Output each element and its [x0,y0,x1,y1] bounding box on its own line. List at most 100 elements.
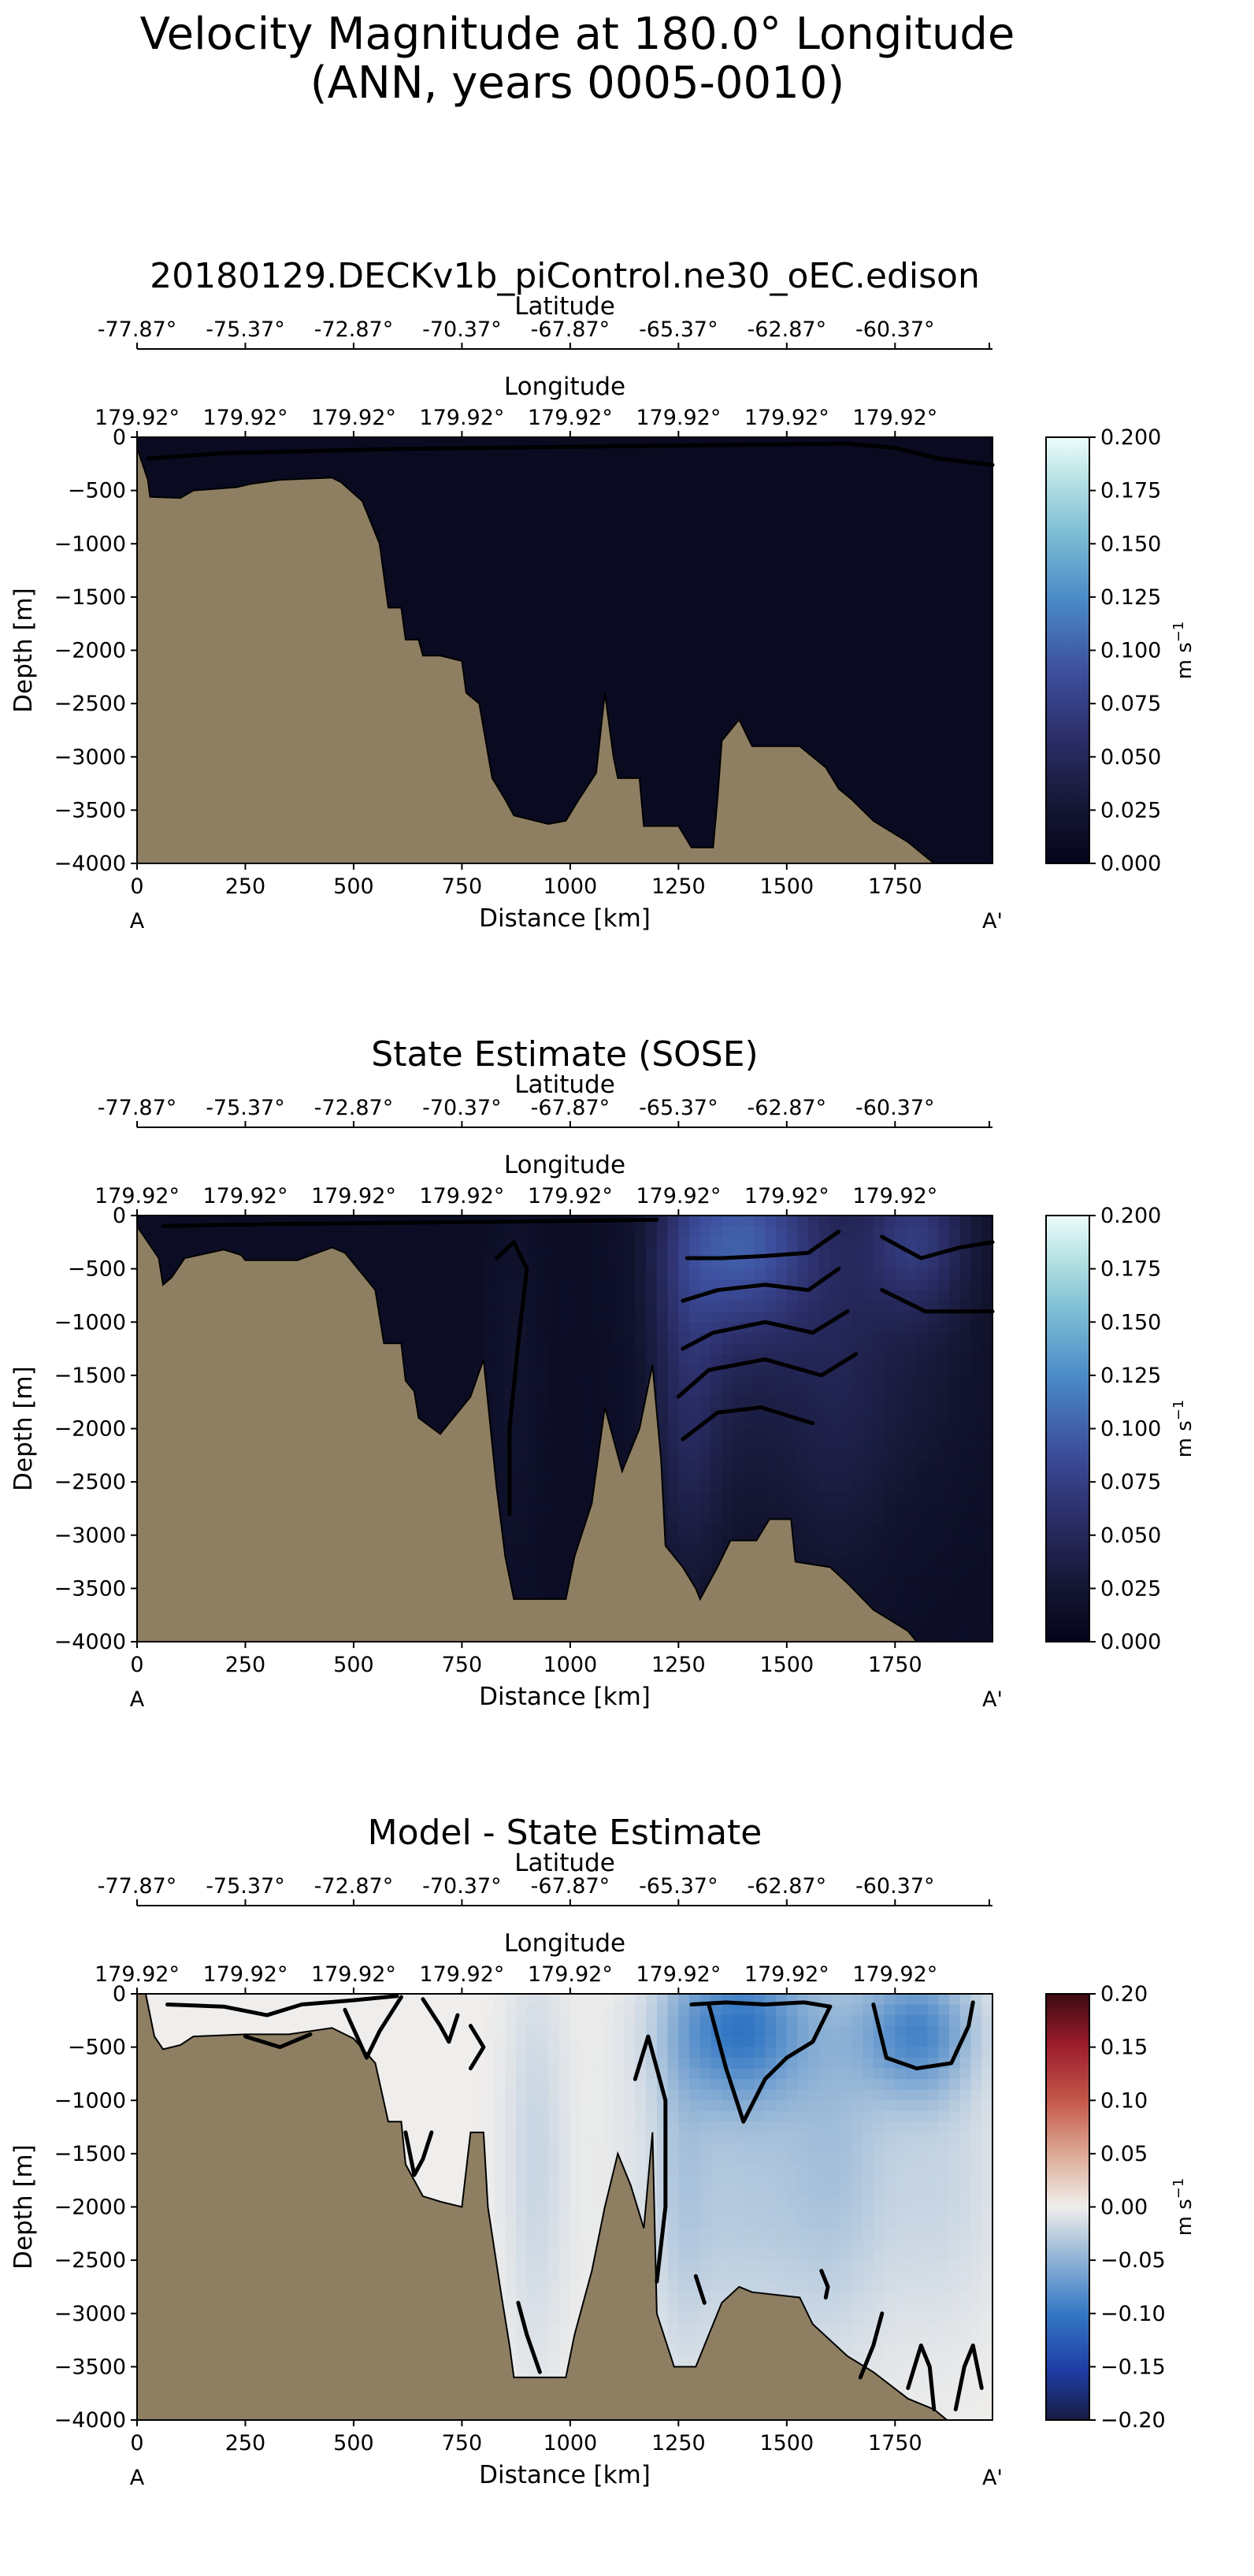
field-cell [581,1301,593,1312]
field-cell [603,629,614,640]
field-cell [548,501,560,513]
field-cell [851,789,863,800]
field-cell [526,554,539,566]
field-cell [537,1247,550,1259]
field-cell [526,1290,539,1301]
field-cell [569,714,582,726]
field-cell [646,522,658,534]
field-cell [343,437,354,449]
field-cell [592,1322,603,1334]
field-cell [277,437,290,449]
field-cell [646,586,658,598]
y-tick-label: −4000 [54,852,126,876]
field-cell [364,458,377,470]
field-cell [592,501,603,513]
field-cell [559,1396,571,1409]
field-cell [613,480,625,492]
field-cell [386,1279,398,1291]
field-cell [581,682,593,694]
field-cell [863,746,874,758]
field-cell [592,692,603,704]
field-cell [927,458,940,470]
field-cell [840,618,853,630]
field-cell [699,789,712,800]
field-cell [646,490,658,502]
field-cell [581,1461,593,1472]
field-cell [678,639,690,651]
field-cell [646,682,658,694]
field-cell [169,469,181,481]
field-cell [970,511,983,523]
field-cell [494,480,506,492]
field-cell [559,661,571,673]
field-cell [895,565,907,577]
field-cell [537,1546,550,1557]
field-cell [970,618,983,630]
field-cell [981,607,993,619]
field-cell [895,789,907,800]
field-cell [310,1237,322,1249]
field-cell [949,820,961,833]
field-cell [959,490,972,502]
field-cell [916,629,929,640]
field-cell [754,575,766,588]
field-cell [147,1226,160,1238]
field-cell [451,501,463,513]
field-cell [548,1588,560,1600]
field-cell [895,746,907,758]
field-cell [829,565,842,577]
field-cell [656,575,669,588]
field-cell [829,629,842,640]
field-cell [754,586,766,598]
field-cell [927,575,940,588]
field-cell [646,565,658,577]
field-cell [526,586,539,598]
field-cell [569,565,582,577]
field-cell [473,1332,484,1345]
field-cell [710,671,723,683]
latitude-tick-label: -65.37° [639,317,718,342]
field-cell [916,714,929,726]
field-cell [797,650,810,662]
field-cell [494,1396,506,1409]
field-cell [353,480,365,492]
field-cell [895,820,907,833]
field-cell [624,480,636,492]
field-cell [537,1343,550,1355]
field-cell [949,554,961,566]
field-cell [407,554,420,566]
field-cell [840,447,853,459]
field-cell [829,575,842,588]
field-cell [710,501,723,513]
latitude-tick-label: -60.37° [855,1096,935,1120]
field-cell [797,618,810,630]
field-cell [516,490,528,502]
colorbar-tick-label: 0.125 [1100,585,1161,610]
field-cell [526,1567,539,1579]
field-cell [873,447,885,459]
field-cell [689,565,701,577]
field-cell [938,778,950,790]
field-cell [364,501,377,513]
field-cell [959,789,972,800]
field-cell [808,586,820,598]
field-cell [895,511,907,523]
field-cell [797,639,810,651]
field-cell [624,703,636,715]
field-cell [733,629,744,640]
field-cell [743,629,755,640]
field-cell [526,746,539,758]
field-cell [819,575,831,588]
field-cell [829,447,842,459]
field-cell [776,607,788,619]
field-cell [927,841,940,854]
field-cell [526,1417,539,1430]
field-cell [429,554,441,566]
field-cell [581,1343,593,1355]
field-cell [440,1268,452,1280]
field-cell [884,490,896,502]
field-cell [689,469,701,481]
field-cell [667,767,680,779]
field-cell [829,458,842,470]
field-cell [613,511,625,523]
